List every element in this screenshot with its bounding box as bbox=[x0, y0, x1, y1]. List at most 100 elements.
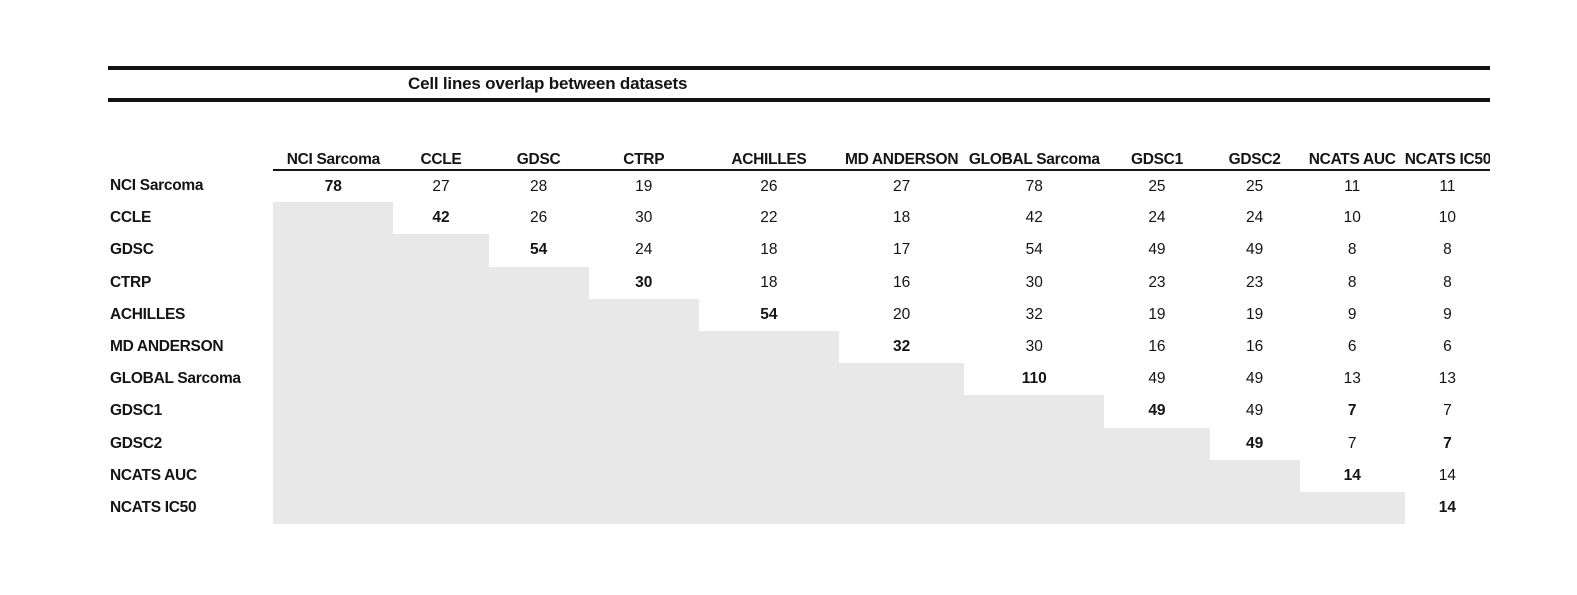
table-row: CCLE 42 26 30 22 18 42 24 24 10 10 bbox=[108, 202, 1490, 235]
cell-global-sarcoma-x-ncats-auc: 13 bbox=[1343, 370, 1361, 388]
cell-shaded bbox=[393, 330, 489, 364]
col-header-ncats-ic50: NCATS IC50 bbox=[1404, 102, 1490, 171]
cell-shaded bbox=[393, 363, 489, 396]
cell-shaded bbox=[964, 491, 1105, 525]
cell-shaded bbox=[588, 395, 699, 428]
cell-shaded bbox=[964, 395, 1105, 428]
cell-md-anderson-x-ncats-auc: 6 bbox=[1347, 338, 1357, 356]
cell-ccle-x-achilles: 22 bbox=[760, 209, 778, 227]
overlap-table: Cell lines overlap between datasets NCI … bbox=[108, 66, 1490, 525]
cell-shaded bbox=[1104, 427, 1210, 460]
cell-gdsc1-x-gdsc1: 49 bbox=[1148, 402, 1166, 420]
cell-shaded bbox=[698, 363, 840, 396]
cell-shaded bbox=[488, 395, 589, 428]
cell-achilles-x-gdsc2: 19 bbox=[1245, 305, 1264, 323]
row-label-nci-sarcoma: NCI Sarcoma bbox=[110, 177, 204, 195]
cell-shaded bbox=[273, 459, 394, 492]
col-header-ctrp: CTRP bbox=[588, 102, 699, 171]
cell-shaded bbox=[488, 427, 589, 460]
cell-ctrp-x-achilles: 18 bbox=[760, 273, 778, 291]
cell-ccle-x-gdsc2: 24 bbox=[1245, 209, 1264, 227]
cell-nci-sarcoma-x-ncats-auc: 11 bbox=[1344, 177, 1361, 195]
cell-nci-sarcoma-x-nci-sarcoma: 78 bbox=[324, 177, 342, 195]
cell-shaded bbox=[964, 427, 1105, 460]
cell-shaded bbox=[488, 298, 589, 331]
cell-gdsc-x-gdsc1: 49 bbox=[1148, 241, 1166, 259]
col-header-gdsc2: GDSC2 bbox=[1209, 102, 1300, 171]
cell-shaded bbox=[698, 427, 840, 460]
cell-ccle-x-ccle: 42 bbox=[432, 209, 450, 227]
cell-gdsc1-x-ncats-ic50: 7 bbox=[1443, 402, 1452, 420]
col-header-ccle: CCLE bbox=[393, 102, 489, 171]
cell-gdsc2-x-ncats-ic50: 7 bbox=[1443, 434, 1452, 452]
table-title: Cell lines overlap between datasets bbox=[408, 74, 688, 93]
cell-shaded bbox=[964, 459, 1105, 492]
cell-md-anderson-x-ncats-ic50: 6 bbox=[1443, 338, 1452, 356]
cell-shaded bbox=[1104, 459, 1210, 492]
row-label-ccle: CCLE bbox=[110, 209, 151, 227]
overlap-matrix: NCI Sarcoma CCLE GDSC CTRP ACHILLES MD ANDERS… bbox=[108, 102, 1490, 525]
cell-nci-sarcoma-x-md-anderson: 27 bbox=[892, 177, 911, 195]
cell-gdsc-x-global-sarcoma: 54 bbox=[1025, 241, 1043, 259]
cell-nci-sarcoma-x-ctrp: 19 bbox=[635, 177, 653, 195]
cell-shaded bbox=[588, 298, 699, 331]
row-label-achilles: ACHILLES bbox=[110, 305, 186, 323]
cell-shaded bbox=[839, 363, 965, 396]
cell-achilles-x-achilles: 54 bbox=[760, 305, 778, 323]
cell-ctrp-x-md-anderson: 16 bbox=[892, 273, 911, 291]
cell-achilles-x-ncats-auc: 9 bbox=[1347, 305, 1357, 323]
cell-gdsc2-x-ncats-auc: 7 bbox=[1347, 434, 1357, 452]
cell-shaded bbox=[393, 427, 489, 460]
table-row: ACHILLES 54 20 32 19 19 9 9 bbox=[108, 298, 1490, 331]
cell-nci-sarcoma-x-ccle: 27 bbox=[432, 177, 450, 195]
cell-shaded bbox=[393, 491, 489, 525]
cell-md-anderson-x-gdsc2: 16 bbox=[1245, 338, 1264, 356]
row-label-gdsc2: GDSC2 bbox=[110, 434, 162, 452]
cell-shaded bbox=[488, 330, 589, 364]
cell-shaded bbox=[273, 363, 394, 396]
col-header-gdsc1: GDSC1 bbox=[1104, 102, 1210, 171]
cell-shaded bbox=[393, 395, 489, 428]
cell-shaded bbox=[1209, 459, 1300, 492]
table-row: MD ANDERSON 32 30 16 16 6 6 bbox=[108, 330, 1490, 364]
cell-shaded bbox=[273, 330, 394, 364]
table-row: NCATS AUC 14 14 bbox=[108, 459, 1490, 492]
table-row: CTRP 30 18 16 30 23 23 8 8 bbox=[108, 266, 1490, 299]
row-label-ncats-ic50: NCATS IC50 bbox=[110, 498, 197, 516]
table-row: GLOBAL Sarcoma 110 49 49 13 13 bbox=[108, 363, 1490, 396]
cell-gdsc-x-md-anderson: 17 bbox=[892, 241, 911, 259]
cell-ccle-x-gdsc: 26 bbox=[529, 209, 548, 227]
cell-ncats-auc-x-ncats-auc: 14 bbox=[1343, 466, 1361, 484]
cell-shaded bbox=[588, 427, 699, 460]
cell-global-sarcoma-x-gdsc2: 49 bbox=[1245, 370, 1264, 388]
cell-ctrp-x-global-sarcoma: 30 bbox=[1025, 273, 1043, 291]
cell-gdsc-x-gdsc: 54 bbox=[529, 241, 548, 259]
cell-shaded bbox=[273, 491, 394, 525]
cell-shaded bbox=[1104, 491, 1210, 525]
cell-shaded bbox=[588, 491, 699, 525]
cell-shaded bbox=[488, 459, 589, 492]
cell-nci-sarcoma-x-achilles: 26 bbox=[760, 177, 778, 195]
table-row: GDSC2 49 7 7 bbox=[108, 427, 1490, 460]
cell-gdsc-x-achilles: 18 bbox=[760, 241, 778, 259]
cell-shaded bbox=[273, 202, 394, 235]
cell-shaded bbox=[588, 459, 699, 492]
cell-global-sarcoma-x-global-sarcoma: 110 bbox=[1021, 370, 1047, 388]
col-header-ncats-auc: NCATS AUC bbox=[1299, 102, 1405, 171]
cell-shaded bbox=[488, 363, 589, 396]
col-header-global-sarcoma: GLOBAL Sarcoma bbox=[964, 102, 1105, 171]
cell-ctrp-x-gdsc1: 23 bbox=[1148, 273, 1166, 291]
cell-global-sarcoma-x-gdsc1: 49 bbox=[1148, 370, 1166, 388]
cell-shaded bbox=[839, 395, 965, 428]
cell-shaded bbox=[1299, 491, 1405, 525]
cell-nci-sarcoma-x-gdsc2: 25 bbox=[1245, 177, 1264, 195]
cell-ncats-ic50-x-ncats-ic50: 14 bbox=[1438, 498, 1457, 516]
cell-global-sarcoma-x-ncats-ic50: 13 bbox=[1438, 370, 1457, 388]
cell-shaded bbox=[698, 459, 840, 492]
cell-nci-sarcoma-x-gdsc: 28 bbox=[529, 177, 548, 195]
cell-shaded bbox=[393, 298, 489, 331]
row-label-ncats-auc: NCATS AUC bbox=[110, 466, 197, 484]
col-header-nci-sarcoma: NCI Sarcoma bbox=[273, 102, 394, 171]
cell-ccle-x-gdsc1: 24 bbox=[1148, 209, 1166, 227]
